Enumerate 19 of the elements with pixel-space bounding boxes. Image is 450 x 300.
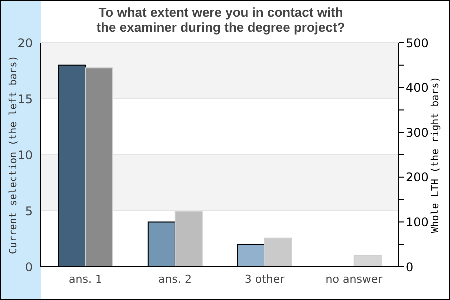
y2-axis-title: Whole LTH (the right bars) [430, 76, 442, 234]
y2-tick-label: 400 [406, 81, 429, 96]
y-tick-label: 0 [25, 260, 33, 274]
y2-tick-label: 500 [406, 36, 429, 50]
x-tick-label: no answer [326, 272, 384, 286]
y-axis-title: Current selection (the left bars) [8, 56, 20, 254]
x-tick-label: ans. 2 [158, 272, 192, 286]
y2-tick-label: 300 [406, 126, 429, 140]
bar [354, 255, 382, 267]
x-tick-label: 3 other [244, 272, 286, 286]
y-tick-label: 10 [18, 148, 33, 162]
y-tick-label: 5 [25, 204, 33, 218]
y-tick-label: 20 [18, 36, 33, 50]
y2-tick-label: 200 [406, 170, 429, 185]
y2-tick-label: 0 [406, 260, 414, 274]
chart-title: To what extent were you in contact with the examiner during the degree project? [96, 5, 346, 35]
y2-tick-label: 100 [406, 215, 429, 230]
y-tick-label: 15 [18, 92, 33, 106]
x-tick-label: ans. 1 [69, 272, 102, 286]
